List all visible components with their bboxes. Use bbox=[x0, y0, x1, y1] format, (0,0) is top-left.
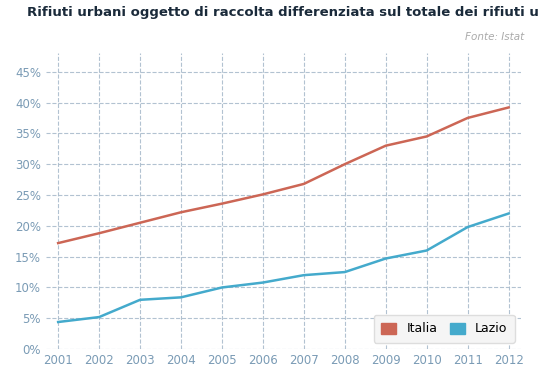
Italia bbox=[55, 241, 62, 245]
Lazio bbox=[96, 315, 103, 319]
Lazio bbox=[219, 285, 225, 290]
Lazio bbox=[423, 248, 430, 253]
Lazio bbox=[137, 298, 143, 302]
Text: Fonte: Istat: Fonte: Istat bbox=[464, 32, 524, 42]
Lazio bbox=[464, 225, 471, 229]
Italia bbox=[260, 192, 266, 197]
Italia bbox=[301, 181, 307, 186]
Italia bbox=[464, 116, 471, 120]
Italia bbox=[505, 105, 512, 110]
Lazio bbox=[260, 280, 266, 285]
Italia bbox=[96, 231, 103, 236]
Lazio bbox=[342, 270, 348, 274]
Italia bbox=[342, 162, 348, 167]
Italia bbox=[137, 220, 143, 225]
Lazio bbox=[178, 295, 184, 299]
Italia bbox=[423, 134, 430, 139]
Legend: Italia, Lazio: Italia, Lazio bbox=[374, 315, 515, 343]
Lazio bbox=[505, 211, 512, 216]
Lazio bbox=[55, 320, 62, 324]
Lazio bbox=[301, 273, 307, 277]
Lazio bbox=[382, 256, 389, 261]
Line: Lazio: Lazio bbox=[58, 214, 509, 322]
Italia bbox=[219, 201, 225, 206]
Italia bbox=[382, 143, 389, 148]
Text: Rifiuti urbani oggetto di raccolta differenziata sul totale dei rifiuti urbani (: Rifiuti urbani oggetto di raccolta diffe… bbox=[27, 6, 540, 19]
Italia bbox=[178, 210, 184, 215]
Line: Italia: Italia bbox=[58, 107, 509, 243]
